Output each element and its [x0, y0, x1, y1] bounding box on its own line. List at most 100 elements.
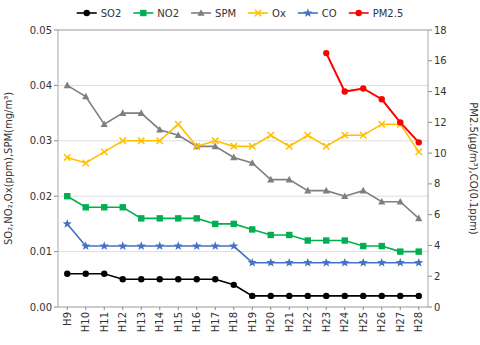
- y2-tick-label: 8: [434, 178, 440, 189]
- x-tick: [141, 307, 142, 310]
- point-marker: [175, 121, 181, 127]
- point-marker: [81, 241, 90, 250]
- point-marker: [305, 293, 311, 299]
- y2-axis-label: PM2.5(μg/m³),CO(0.1ppm): [468, 102, 479, 234]
- point-marker: [397, 198, 404, 205]
- series-line: [67, 124, 419, 163]
- x-tick: [252, 307, 253, 310]
- x-tick: [159, 307, 160, 310]
- y-axis-label: SO₂,NO₂,Ox(ppm),SPM(mg/m³): [3, 92, 14, 245]
- y2-tick-label: 16: [434, 55, 447, 66]
- point-marker: [64, 154, 70, 160]
- point-marker: [138, 138, 144, 144]
- point-marker: [359, 258, 368, 267]
- x-tick-label: H24: [339, 312, 350, 332]
- point-marker: [360, 132, 366, 138]
- point-marker: [231, 143, 237, 149]
- point-marker: [119, 109, 126, 116]
- point-marker: [286, 176, 293, 183]
- point-marker: [268, 232, 274, 238]
- point-marker: [249, 293, 255, 299]
- series-line: [67, 274, 419, 296]
- legend: SO2 NO2 SPM Ox CO PM2.5: [77, 8, 404, 19]
- point-marker: [212, 138, 218, 144]
- point-marker: [416, 149, 422, 155]
- y2-tick-label: 10: [434, 148, 447, 159]
- x-tick: [344, 307, 345, 310]
- x-tick-label: H21: [284, 312, 295, 332]
- legend-marker: [255, 10, 261, 16]
- y-tick: [54, 30, 58, 31]
- point-marker: [397, 293, 403, 299]
- point-marker: [174, 241, 183, 250]
- point-marker: [64, 271, 70, 277]
- point-marker: [323, 50, 329, 56]
- x-tick: [178, 307, 179, 310]
- point-marker: [118, 241, 127, 250]
- y2-tick: [428, 214, 432, 215]
- point-marker: [379, 243, 385, 249]
- point-marker: [396, 258, 405, 267]
- point-marker: [192, 241, 201, 250]
- point-marker: [305, 237, 311, 243]
- grid-line: [58, 251, 428, 252]
- x-tick-label: H13: [136, 312, 147, 332]
- x-tick: [122, 307, 123, 310]
- legend-marker: [303, 8, 312, 17]
- legend-item: NO2: [133, 8, 179, 19]
- y2-tick-label: 4: [434, 240, 440, 251]
- point-marker: [155, 241, 164, 250]
- point-marker: [64, 82, 71, 89]
- point-marker: [249, 159, 256, 166]
- legend-label: SO2: [101, 8, 122, 19]
- legend-label: Ox: [272, 8, 286, 19]
- point-marker: [378, 198, 385, 205]
- point-marker: [83, 160, 89, 166]
- point-marker: [231, 221, 237, 227]
- x-tick-label: H22: [302, 312, 313, 332]
- point-marker: [82, 93, 89, 100]
- point-marker: [323, 293, 329, 299]
- point-marker: [377, 258, 386, 267]
- x-tick: [307, 307, 308, 310]
- point-marker: [175, 276, 181, 282]
- x-tick: [67, 307, 68, 310]
- x-tick-label: H23: [321, 312, 332, 332]
- x-tick-label: H14: [154, 312, 165, 332]
- y-tick-label: 0.03: [30, 135, 52, 146]
- x-tick-label: H25: [358, 312, 369, 332]
- y2-tick: [428, 30, 432, 31]
- point-marker: [322, 258, 331, 267]
- x-tick: [233, 307, 234, 310]
- point-marker: [120, 276, 126, 282]
- grid: [58, 30, 428, 307]
- y-tick: [54, 140, 58, 141]
- legend-item: PM2.5: [349, 8, 404, 19]
- point-marker: [229, 241, 238, 250]
- point-marker: [212, 221, 218, 227]
- point-marker: [360, 187, 367, 194]
- x-tick: [381, 307, 382, 310]
- x-tick: [196, 307, 197, 310]
- y-tick-label: 0.01: [30, 246, 52, 257]
- y2-tick-label: 6: [434, 209, 440, 220]
- y2-tick: [428, 91, 432, 92]
- y2-tick: [428, 245, 432, 246]
- x-tick: [104, 307, 105, 310]
- point-marker: [416, 293, 422, 299]
- point-marker: [340, 258, 349, 267]
- y2-tick-label: 2: [434, 271, 440, 282]
- x-tick: [270, 307, 271, 310]
- point-marker: [101, 271, 107, 277]
- x-tick: [418, 307, 419, 310]
- point-marker: [138, 215, 144, 221]
- legend-marker: [197, 9, 204, 16]
- y2-tick: [428, 276, 432, 277]
- point-marker: [101, 149, 107, 155]
- point-marker: [100, 241, 109, 250]
- point-marker: [379, 293, 385, 299]
- legend-label: CO: [322, 8, 337, 19]
- x-tick-label: H27: [395, 312, 406, 332]
- point-marker: [211, 241, 220, 250]
- legend-item: SPM: [191, 8, 236, 19]
